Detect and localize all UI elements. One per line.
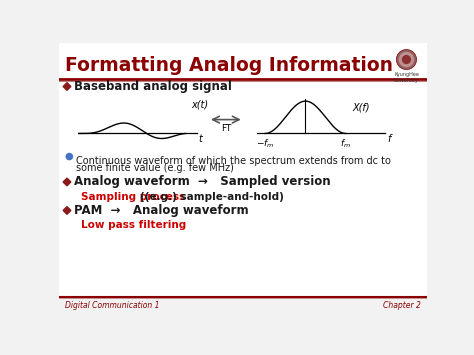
Text: f: f [387,134,391,144]
Text: ((e.g.) sample-and-hold): ((e.g.) sample-and-hold) [140,192,284,202]
Text: $f_m$: $f_m$ [340,137,351,150]
Bar [59,297,427,316]
Circle shape [399,52,414,67]
Circle shape [402,55,411,64]
Polygon shape [63,207,71,214]
Polygon shape [63,83,71,90]
Text: x(t): x(t) [191,99,208,109]
Text: t: t [199,134,202,144]
Text: FT: FT [221,124,231,133]
Text: Chapter 2: Chapter 2 [383,301,421,310]
Text: KyungHee
University: KyungHee University [394,72,419,83]
Circle shape [396,50,417,70]
Text: $-f_m$: $-f_m$ [256,137,274,150]
Text: Digital Communication 1: Digital Communication 1 [64,301,159,310]
Polygon shape [63,178,71,186]
Circle shape [66,153,73,160]
Text: Continuous waveform of which the spectrum extends from dc to: Continuous waveform of which the spectru… [75,156,391,166]
Text: Baseband analog signal: Baseband analog signal [74,80,232,93]
Text: some finite value (e.g. few MHz): some finite value (e.g. few MHz) [75,164,233,174]
Text: Low pass filtering: Low pass filtering [81,220,186,230]
Text: Analog waveform  →   Sampled version: Analog waveform → Sampled version [74,175,330,189]
Text: X(f): X(f) [352,103,369,113]
Text: Sampling process: Sampling process [81,192,189,202]
Text: PAM  →   Analog waveform: PAM → Analog waveform [74,204,248,217]
Text: Formatting Analog Information: Formatting Analog Information [64,56,392,75]
